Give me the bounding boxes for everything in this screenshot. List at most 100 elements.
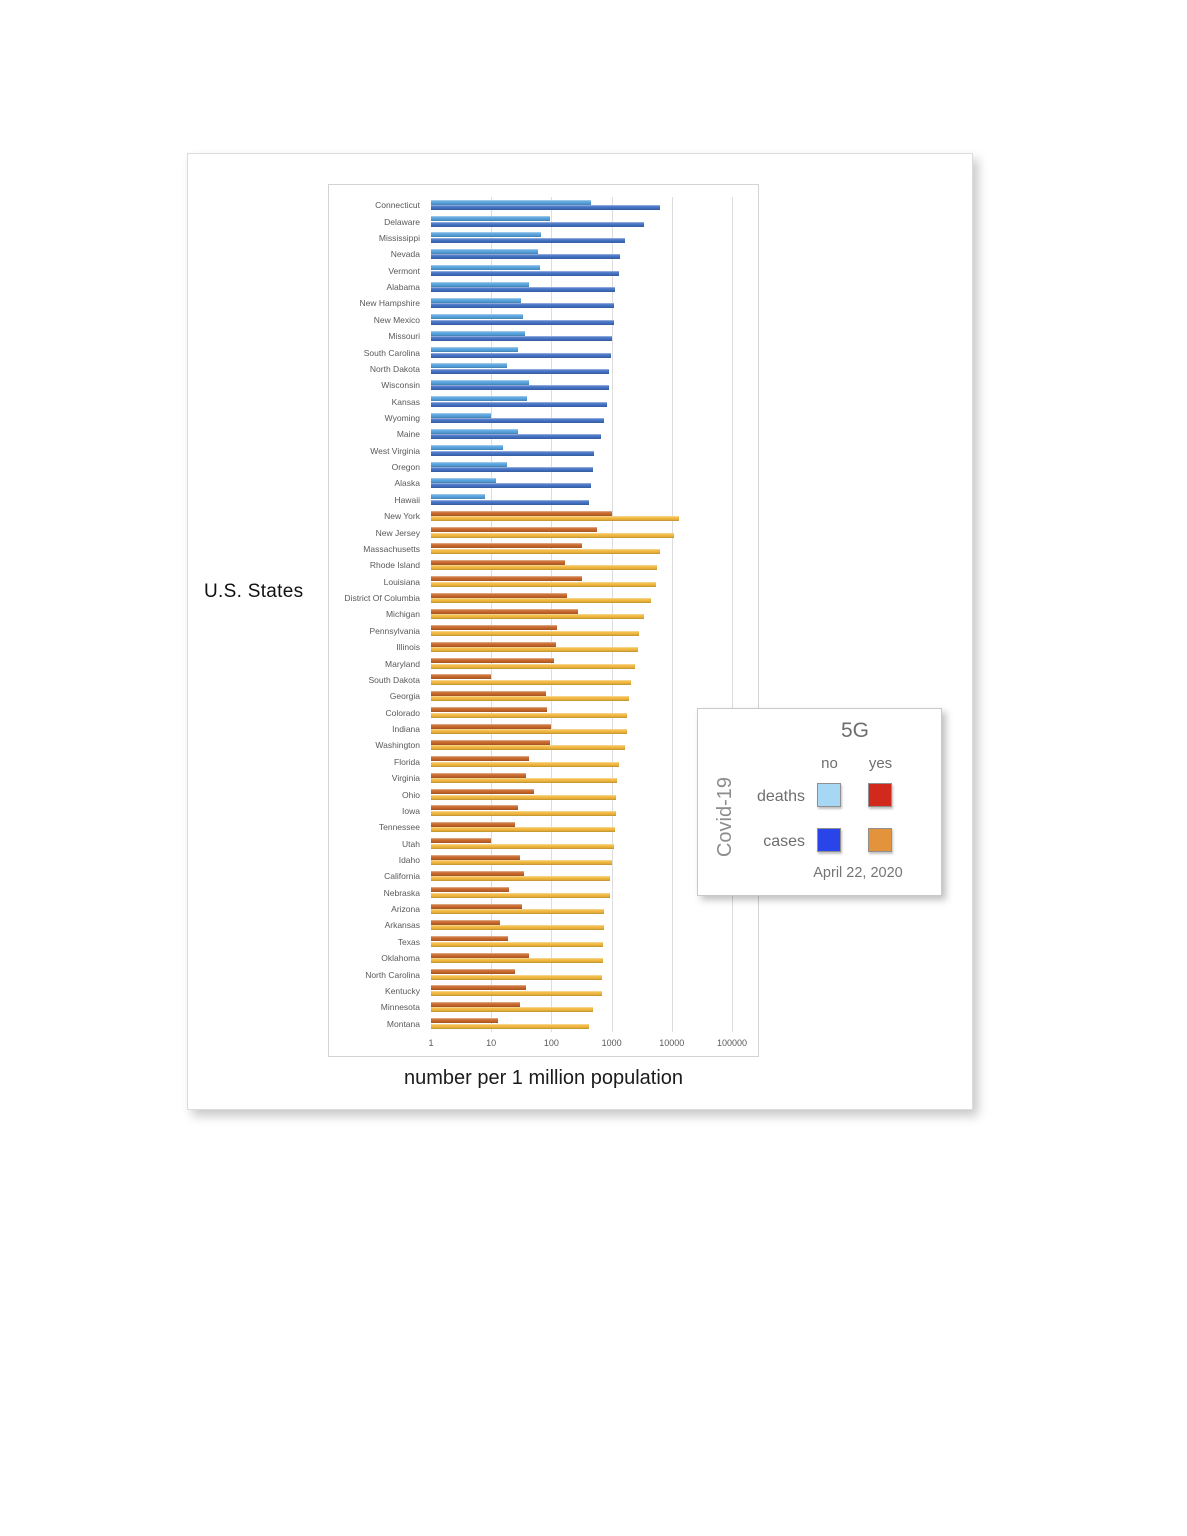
legend-date: April 22, 2020 [813,865,903,881]
cases-bar [431,990,603,996]
state-label: Florida [394,756,420,767]
cases-bar [431,729,628,735]
cases-bar [431,958,603,964]
state-label: North Carolina [365,969,420,980]
gridline [671,197,673,1032]
state-label: Utah [402,838,420,849]
cases-bar [431,385,609,391]
deaths-bar [431,445,504,451]
cases-bar [431,287,616,293]
state-label: Illinois [396,642,420,653]
state-label: Michigan [385,609,420,620]
cases-bar [431,581,656,587]
deaths-bar [431,658,555,664]
state-label: Massachusetts [363,543,420,554]
cases-bar [431,532,675,538]
cases-bar [431,434,601,440]
cases-bar [431,450,595,456]
deaths-bar [431,428,519,434]
legend-column-no: no [821,755,838,772]
cases-bar [431,679,631,685]
deaths-bar [431,789,534,795]
state-label: Idaho [398,855,420,865]
cases-bar [431,630,639,636]
deaths-bar [431,379,529,385]
deaths-bar [431,543,582,549]
cases-bar [431,892,610,898]
state-label: Maine [396,429,420,440]
deaths-bar [431,363,507,369]
state-label: Mississippi [378,232,420,243]
state-label: Alaska [394,478,420,489]
cases-bar [431,1023,589,1029]
cases-bar [431,696,630,702]
legend: 5G no yes deaths cases April 22, 2020 Co… [697,708,942,896]
cases-bar [431,548,660,554]
chart-plot-box: 1 10 100 1000 10000 100000 Connecticut Delaware… [328,184,759,1057]
state-label: Connecticut [375,200,420,211]
state-label: New York [384,511,420,522]
y-axis-title: U.S. States [204,581,304,602]
deaths-bar [431,690,546,696]
gridline [732,197,733,1032]
deaths-bar [431,347,519,353]
deaths-bar [431,887,510,893]
deaths-bar [431,936,508,942]
state-label: Nevada [390,249,420,260]
cases-bar [431,303,615,309]
deaths-bar [431,265,540,271]
deaths-bar [431,608,579,614]
cases-bar [431,876,611,882]
state-label: South Carolina [363,347,420,358]
cases-bar [431,483,591,489]
legend-swatch-deaths-yes [868,783,892,807]
deaths-bar [431,756,529,762]
cases-bar [431,418,605,423]
state-label: Indiana [392,724,420,735]
cases-bar [431,401,608,407]
figure-card: U.S. States 1 10 100 1000 10000 100000 Connect… [187,153,973,1110]
deaths-bar [431,477,496,483]
state-label: New Jersey [375,527,420,538]
deaths-bar [431,412,492,418]
state-label: West Virginia [370,445,420,456]
cases-bar [431,647,638,653]
cases-bar [431,909,605,915]
state-label: Washington [375,740,420,751]
state-label: Arkansas [384,920,420,931]
deaths-bar [431,772,527,778]
state-label: Oregon [391,462,420,473]
deaths-bar [431,821,516,827]
cases-bar [431,761,620,767]
x-tick-label: 1 [428,1038,434,1048]
state-label: Pennsylvania [369,625,420,636]
state-label: New Mexico [373,314,420,325]
x-axis-title: number per 1 million population [403,1067,684,1089]
cases-bar [431,221,644,227]
deaths-bar [431,232,541,238]
deaths-bar [431,805,519,811]
cases-bar [431,270,620,276]
cases-bar [431,778,617,784]
state-label: Alabama [386,282,420,293]
deaths-bar [431,281,529,287]
state-label: Wyoming [384,413,420,423]
deaths-bar [431,297,521,303]
deaths-bar [431,739,551,745]
state-label: Minnesota [380,1002,420,1013]
deaths-bar [431,870,524,876]
state-label: Louisiana [383,576,420,587]
cases-bar [431,941,604,947]
state-label: Vermont [388,265,420,276]
deaths-bar [431,199,591,205]
state-label: Hawaii [394,494,420,505]
legend-title: 5G [840,719,869,742]
deaths-bar [431,919,500,925]
cases-bar [431,336,613,342]
cases-bar [431,860,612,865]
deaths-bar [431,330,526,336]
cases-bar [431,663,636,669]
x-tick-label: 10000 [659,1038,685,1048]
deaths-bar [431,969,516,975]
